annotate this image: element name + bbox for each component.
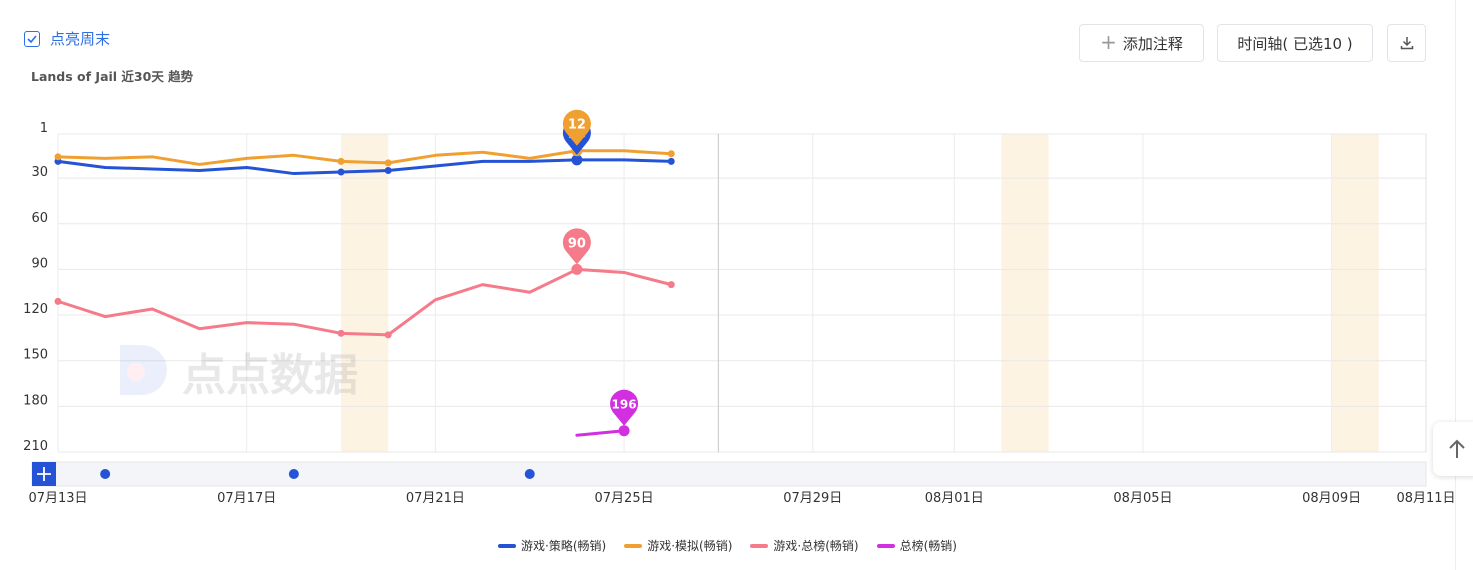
value-pin: 12 [562,109,591,146]
legend-swatch [624,543,643,548]
data-point[interactable] [337,329,345,337]
pin-marker [610,389,639,426]
download-button[interactable] [1387,24,1426,62]
pin-label: 90 [568,236,586,251]
y-tick-label: 30 [31,165,48,180]
data-point[interactable] [618,425,630,437]
watermark-text: 点点数据 [182,350,358,401]
weekend-band [1001,134,1049,452]
data-point[interactable] [384,331,392,339]
data-point[interactable] [667,150,675,158]
page-divider [1455,0,1456,570]
series-line [56,149,673,166]
annotation-dot[interactable] [288,469,299,479]
legend-label: 游戏·模拟(畅销) [647,539,733,553]
checkbox-checked-icon[interactable] [24,30,40,47]
timeline-button[interactable]: 时间轴( 已选10 ) [1217,24,1373,62]
y-tick-label: 60 [31,211,48,226]
x-tick-label: 07月17日 [217,491,276,506]
download-icon [1400,37,1413,50]
chart-subtitle: Lands of Jail 近30天 趋势 [31,69,194,84]
legend-swatch [498,543,517,548]
legend-label: 游戏·策略(畅销) [521,539,607,553]
legend-label: 游戏·总榜(畅销) [773,539,859,553]
data-point[interactable] [54,153,62,161]
x-tick-label: 07月13日 [28,491,87,506]
series-line [56,267,673,337]
y-tick-label: 210 [23,439,48,454]
plus-icon [37,467,51,481]
y-tick-label: 90 [31,256,48,271]
value-pin: 196 [610,389,639,426]
data-point[interactable] [667,157,675,165]
legend-item[interactable]: 游戏·模拟(畅销) [624,537,732,554]
series-line [56,158,673,176]
weekend-band [341,134,389,452]
timeline-add-button[interactable] [32,462,56,486]
data-point[interactable] [337,157,345,165]
legend-swatch [750,543,769,548]
data-point[interactable] [667,281,675,289]
legend-swatch [876,543,895,548]
y-tick-label: 1 [40,121,48,136]
data-point[interactable] [571,263,583,275]
legend-label: 总榜(畅销) [899,539,957,553]
weekend-toggle-label: 点亮周末 [50,30,111,48]
data-point[interactable] [384,167,392,175]
data-point[interactable] [571,154,583,166]
arrow-up-icon [1449,439,1465,458]
plus-icon: + [1100,30,1117,54]
value-pin: 90 [562,228,591,265]
data-point[interactable] [54,297,62,305]
add-annotation-button[interactable]: + 添加注释 [1079,24,1204,62]
data-point[interactable] [384,159,392,167]
add-annotation-label: 添加注释 [1122,34,1183,53]
y-tick-label: 120 [23,302,48,317]
legend-item[interactable]: 游戏·总榜(畅销) [750,537,859,554]
x-tick-label: 08月01日 [925,491,984,506]
pin-marker [562,109,591,146]
chart-legend: 游戏·策略(畅销) 游戏·模拟(畅销) 游戏·总榜(畅销) 总榜(畅销) [0,537,1455,554]
series-line [575,429,626,437]
timeline-label: 时间轴( 已选10 ) [1237,34,1353,53]
x-tick-label: 07月25日 [595,491,654,506]
data-point[interactable] [337,168,345,176]
x-tick-label: 07月29日 [783,491,842,506]
y-tick-label: 150 [23,348,48,363]
x-tick-label: 08月05日 [1113,491,1172,506]
timeline-track[interactable] [31,461,1427,487]
pin-label: 12 [568,118,586,133]
y-tick-label: 180 [23,393,48,408]
watermark-logo-icon [120,345,167,395]
annotation-dot[interactable] [100,469,111,479]
x-tick-label: 08月11日 [1396,491,1455,506]
watermark: 点点数据 [120,345,358,401]
pin-marker [562,228,591,265]
annotation-dot[interactable] [524,469,535,479]
back-to-top-button[interactable] [1433,422,1473,476]
x-tick-label: 07月21日 [406,491,465,506]
pin-label: 196 [612,398,637,412]
legend-item[interactable]: 游戏·策略(畅销) [498,537,606,554]
weekend-toggle[interactable]: 点亮周末 [24,28,110,49]
legend-item[interactable]: 总榜(畅销) [876,537,957,554]
weekend-band [1331,134,1379,452]
x-tick-label: 08月09日 [1302,491,1361,506]
